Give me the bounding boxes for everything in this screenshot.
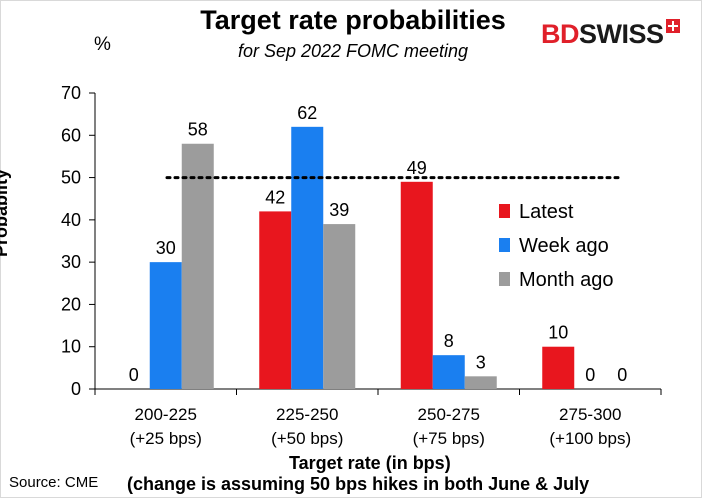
y-tick-label: 40 bbox=[61, 210, 81, 230]
data-label: 10 bbox=[548, 323, 568, 343]
data-label: 42 bbox=[265, 187, 285, 207]
y-tick-label: 30 bbox=[61, 252, 81, 272]
x-axis-label: Target rate (in bps) bbox=[289, 453, 451, 473]
data-label: 30 bbox=[156, 238, 176, 258]
legend-swatch bbox=[499, 204, 510, 218]
logo-bd-text: BD bbox=[541, 19, 580, 49]
bar-week-ago bbox=[149, 262, 182, 389]
data-label: 49 bbox=[407, 158, 427, 178]
legend-label: Week ago bbox=[519, 235, 609, 257]
data-label: 0 bbox=[585, 365, 595, 385]
y-tick-label: 0 bbox=[71, 379, 81, 399]
legend-label: Month ago bbox=[519, 269, 614, 291]
y-tick-label: 10 bbox=[61, 337, 81, 357]
data-label: 8 bbox=[444, 331, 454, 351]
x-tick-label: (+50 bps) bbox=[271, 429, 343, 448]
bar-latest bbox=[259, 211, 292, 389]
bar-month-ago bbox=[323, 224, 356, 389]
x-tick-label: (+25 bps) bbox=[130, 429, 202, 448]
x-tick-label: 225-250 bbox=[276, 405, 338, 424]
bar-latest bbox=[400, 181, 433, 389]
y-tick-label: 70 bbox=[61, 83, 81, 103]
y-axis-unit: % bbox=[94, 34, 111, 55]
y-tick-label: 50 bbox=[61, 168, 81, 188]
x-tick-label: 250-275 bbox=[418, 405, 480, 424]
data-label: 0 bbox=[129, 365, 139, 385]
legend-label: Latest bbox=[519, 201, 574, 223]
data-label: 0 bbox=[617, 365, 627, 385]
data-label: 3 bbox=[476, 352, 486, 372]
chart-subtitle: for Sep 2022 FOMC meeting bbox=[237, 41, 469, 61]
chart-title: Target rate probabilities bbox=[200, 5, 506, 35]
bar-week-ago bbox=[291, 126, 324, 389]
legend-swatch bbox=[499, 272, 510, 286]
legend-swatch bbox=[499, 238, 510, 252]
bar-week-ago bbox=[432, 355, 465, 389]
data-label: 62 bbox=[297, 103, 317, 123]
bar-month-ago bbox=[464, 376, 497, 389]
bar-latest bbox=[542, 346, 575, 389]
x-tick-label: 200-225 bbox=[135, 405, 197, 424]
y-tick-label: 20 bbox=[61, 294, 81, 314]
assumption-note: (change is assuming 50 bps hikes in both… bbox=[127, 474, 590, 494]
plus-icon bbox=[665, 9, 680, 33]
x-tick-label: (+100 bps) bbox=[549, 429, 631, 448]
data-label: 58 bbox=[188, 120, 208, 140]
brand-logo: BDSWISS bbox=[541, 9, 680, 49]
logo-swiss-text: SWISS bbox=[579, 19, 664, 49]
x-tick-label: (+75 bps) bbox=[413, 429, 485, 448]
bar-month-ago bbox=[181, 143, 214, 389]
source-note: Source: CME bbox=[9, 474, 99, 491]
data-label: 39 bbox=[329, 200, 349, 220]
x-tick-label: 275-300 bbox=[559, 405, 621, 424]
y-tick-label: 60 bbox=[61, 125, 81, 145]
